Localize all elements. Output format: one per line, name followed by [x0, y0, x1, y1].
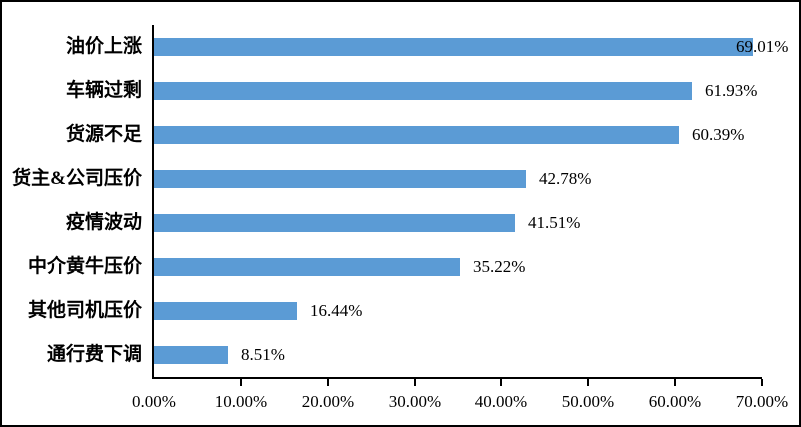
x-axis-tick-label: 20.00%	[301, 392, 355, 411]
x-axis-tick-mark	[414, 379, 416, 386]
bar-value-label: 41.51%	[528, 213, 581, 232]
x-axis-tick-mark	[240, 379, 242, 386]
bar	[154, 38, 754, 56]
x-axis-tick-label: 0.00%	[132, 392, 176, 411]
x-axis-tick-label: 30.00%	[388, 392, 442, 411]
bar-value-label: 8.51%	[241, 345, 285, 364]
x-axis-tick-label: 40.00%	[474, 392, 528, 411]
bar	[154, 126, 679, 144]
x-axis-tick-mark	[327, 379, 329, 386]
axis-category-label: 油价上涨	[65, 36, 142, 57]
axis-category-label: 中介黄牛压价	[27, 256, 142, 277]
x-axis-tick-label: 10.00%	[214, 392, 268, 411]
x-axis-tick-mark	[500, 379, 502, 386]
x-axis-tick-mark	[674, 379, 676, 386]
bar	[154, 258, 460, 276]
axis-category-label: 其他司机压价	[27, 300, 142, 321]
bar	[154, 302, 297, 320]
bar-value-label: 35.22%	[473, 257, 526, 276]
axis-category-label: 货源不足	[65, 124, 142, 145]
bar-value-label: 60.39%	[692, 125, 745, 144]
bar	[154, 82, 692, 100]
axis-category-label: 车辆过剩	[65, 80, 142, 101]
bar	[154, 346, 228, 364]
bar-value-label: 61.93%	[705, 81, 758, 100]
x-axis-tick-label: 50.00%	[561, 392, 615, 411]
axis-category-label: 疫情波动	[65, 212, 142, 233]
bar	[154, 170, 526, 188]
axis-category-label: 通行费下调	[46, 344, 142, 365]
bar	[154, 214, 515, 232]
bar-value-label: 69.01%	[736, 37, 789, 56]
x-axis-tick-mark	[587, 379, 589, 386]
plot-area	[152, 25, 762, 379]
x-axis-tick-label: 60.00%	[648, 392, 702, 411]
axis-category-label: 货主&公司压价	[12, 168, 142, 189]
x-axis-tick-mark	[761, 379, 763, 386]
x-axis-tick-label: 70.00%	[735, 392, 789, 411]
bar-value-label: 42.78%	[539, 169, 592, 188]
bar-value-label: 16.44%	[310, 301, 363, 320]
